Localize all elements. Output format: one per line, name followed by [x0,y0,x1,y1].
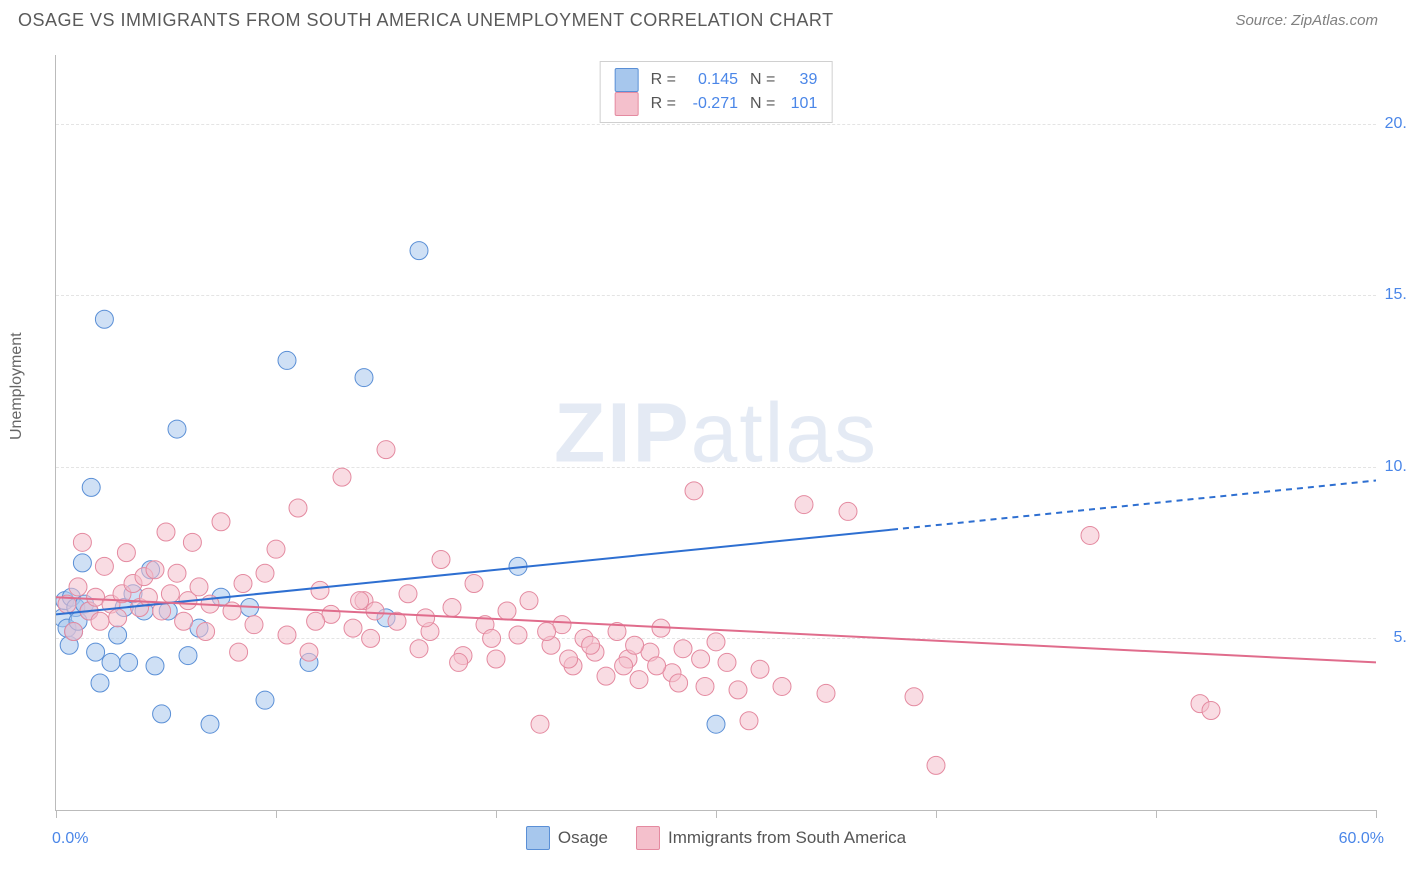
legend-label-osage: Osage [558,828,608,848]
swatch-immigrants [636,826,660,850]
swatch-immigrants [615,92,639,116]
x-tick [276,810,277,818]
n-value-osage: 39 [781,68,817,92]
chart-area: ZIPatlas R = 0.145 N = 39 R = -0.271 N =… [55,55,1376,811]
chart-header: OSAGE VS IMMIGRANTS FROM SOUTH AMERICA U… [0,0,1406,39]
chart-title: OSAGE VS IMMIGRANTS FROM SOUTH AMERICA U… [18,10,834,31]
stats-legend: R = 0.145 N = 39 R = -0.271 N = 101 [600,61,833,123]
y-tick-label: 5.0% [1394,629,1406,647]
swatch-osage [615,68,639,92]
x-tick [936,810,937,818]
y-tick-label: 15.0% [1385,286,1406,304]
r-value-osage: 0.145 [682,68,738,92]
n-label: N = [750,68,775,92]
y-tick-label: 20.0% [1385,115,1406,133]
x-tick [496,810,497,818]
x-tick [1376,810,1377,818]
n-label: N = [750,92,775,116]
x-tick-label: 60.0% [1339,830,1384,848]
r-label: R = [651,68,676,92]
source-credit: Source: ZipAtlas.com [1235,12,1378,29]
r-value-immigrants: -0.271 [682,92,738,116]
legend-bottom: Osage Immigrants from South America [56,826,1376,850]
r-label: R = [651,92,676,116]
legend-item-immigrants: Immigrants from South America [636,826,906,850]
y-tick-label: 10.0% [1385,458,1406,476]
stats-row-osage: R = 0.145 N = 39 [615,68,818,92]
x-tick-label: 0.0% [52,830,88,848]
stats-row-immigrants: R = -0.271 N = 101 [615,92,818,116]
y-axis-label: Unemployment [8,332,26,440]
legend-item-osage: Osage [526,826,608,850]
swatch-osage [526,826,550,850]
legend-label-immigrants: Immigrants from South America [668,828,906,848]
x-tick [1156,810,1157,818]
scatter-plot [56,55,1376,810]
n-value-immigrants: 101 [781,92,817,116]
x-tick [716,810,717,818]
x-tick [56,810,57,818]
